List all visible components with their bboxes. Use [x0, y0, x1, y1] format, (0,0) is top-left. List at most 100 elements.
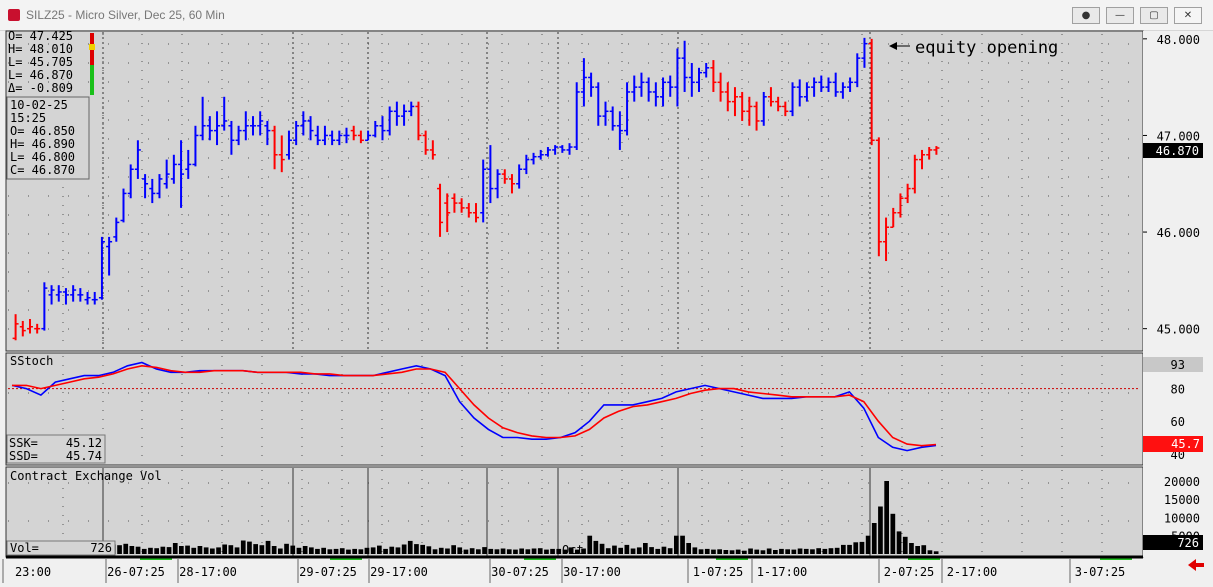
ohlc-bar: [602, 101, 609, 126]
time-label: 29-07:25: [299, 565, 357, 579]
volume-bar: [488, 548, 494, 554]
volume-bar: [513, 549, 518, 554]
volume-bar: [933, 551, 939, 554]
time-label: 26-07:25: [107, 565, 165, 579]
ohlc-bar: [271, 125, 278, 170]
stoch-tick-label: 80: [1171, 383, 1185, 397]
scroll-back-arrow-icon[interactable]: [1188, 559, 1204, 571]
ohlc-bar: [26, 319, 33, 334]
volume-bar: [865, 535, 871, 554]
ohlc-bar: [465, 203, 472, 218]
ohlc-bar: [573, 82, 580, 150]
bar-info-box: 10-02-25 15:25 O= 46.850 H= 46.890 L= 46…: [6, 96, 90, 180]
time-label: 28-17:00: [179, 565, 237, 579]
volume-bar: [222, 544, 227, 554]
volume-bar: [463, 549, 469, 554]
ohlc-bar: [595, 82, 602, 126]
time-label: 3-07:25: [1075, 565, 1126, 579]
volume-bar: [494, 549, 500, 554]
volume-bar: [191, 547, 197, 554]
volume-bar: [445, 548, 450, 554]
volume-title: Contract Exchange Vol: [10, 469, 162, 483]
ohlc-bar: [767, 87, 774, 107]
bar-info-line: H= 46.890: [10, 137, 75, 151]
volume-bar: [711, 549, 716, 554]
volume-bar: [828, 548, 834, 554]
ohlc-bar: [883, 217, 890, 262]
ohlc-bar: [285, 130, 292, 160]
ohlc-bar: [473, 203, 479, 223]
close-button[interactable]: ✕: [1174, 7, 1202, 24]
ohlc-bar: [321, 125, 328, 146]
volume-bar: [822, 548, 828, 554]
time-label: 30-17:00: [563, 565, 621, 579]
time-label: 1-07:25: [693, 565, 744, 579]
time-label: 23:00: [15, 565, 51, 579]
ohlc-bar: [566, 143, 573, 155]
volume-bar: [760, 550, 766, 554]
volume-bar: [197, 546, 203, 554]
stoch-panel: [5, 352, 1144, 466]
ssk-value: 45.12: [66, 436, 102, 450]
ohlc-bar: [854, 53, 861, 88]
volume-bar: [525, 549, 531, 554]
stoch-tag-93-text: 93: [1171, 358, 1185, 372]
time-axis-labels: 23:00 26-07:25 28-17:00 29-07:25 29-17:00 30-…: [2, 555, 1143, 583]
ohlc-bar: [609, 106, 616, 131]
volume-bar: [859, 541, 865, 554]
time-label: 2-17:00: [947, 565, 998, 579]
ohlc-bar: [386, 106, 393, 136]
volume-bar: [581, 548, 586, 554]
window-title: SILZ25 - Micro Silver, Dec 25, 60 Min: [26, 8, 225, 22]
record-button[interactable]: ●: [1072, 7, 1100, 24]
ohlc-bar: [199, 96, 206, 141]
volume-bar: [871, 523, 877, 554]
volume-bar: [544, 549, 549, 554]
ohlc-bar: [55, 285, 62, 302]
volume-bar: [420, 544, 425, 554]
ohlc-summary: O= 47.425 H= 48.010 L= 45.705 L= 46.870 …: [8, 29, 95, 95]
minimize-button[interactable]: —: [1106, 7, 1134, 24]
vol-label: Vol=: [10, 541, 39, 555]
time-label: 2-07:25: [884, 565, 935, 579]
ohlc-bar: [624, 82, 631, 136]
maximize-button[interactable]: ▢: [1140, 7, 1168, 24]
volume-bar: [469, 548, 475, 554]
volume-bar: [296, 547, 302, 554]
oct-label: Oct: [562, 543, 584, 557]
volume-bar: [773, 550, 778, 554]
ohlc-bar: [113, 217, 120, 242]
ohlc-line: L= 45.705: [8, 55, 73, 69]
ohlc-bar: [415, 101, 422, 141]
volume-bar: [259, 545, 265, 554]
volume-bar: [315, 548, 320, 554]
ohlc-bar: [134, 140, 141, 179]
ohlc-bar: [300, 111, 307, 136]
volume-bar: [531, 548, 537, 554]
ohlc-bar: [508, 174, 515, 194]
bar-info-line: L= 46.800: [10, 150, 75, 164]
bar-info-line: C= 46.870: [10, 163, 75, 177]
volume-bar: [605, 548, 611, 554]
ohlc-bar: [616, 111, 623, 150]
ohlc-bar: [142, 174, 149, 199]
ohlc-bar: [789, 82, 796, 117]
time-axis: [6, 557, 1143, 583]
stoch-value-tag: [1143, 436, 1203, 452]
ohlc-bar: [501, 169, 508, 184]
volume-bar: [389, 546, 395, 554]
volume-panel: [5, 466, 1144, 558]
volume-bar: [117, 545, 122, 554]
volume-bar: [803, 548, 809, 554]
volume-bar: [401, 544, 407, 554]
ohlc-bar: [408, 101, 415, 117]
volume-bar: [915, 546, 920, 554]
volume-bar: [141, 548, 147, 554]
ohlc-bar: [832, 72, 839, 97]
ohlc-bar: [257, 111, 264, 136]
ohlc-bar: [264, 120, 271, 146]
ohlc-bar: [19, 320, 26, 337]
ssk-line: [11, 361, 937, 452]
volume-bar: [884, 481, 889, 554]
volume-bar: [278, 548, 283, 554]
